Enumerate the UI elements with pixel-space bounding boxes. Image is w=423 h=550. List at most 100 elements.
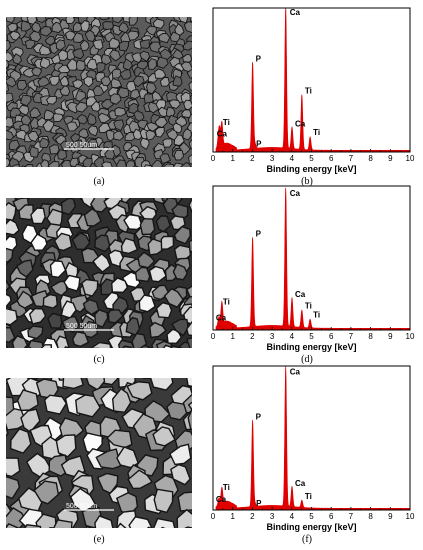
- sem-grain: [152, 426, 176, 447]
- peak-label: Ca: [216, 495, 227, 504]
- sem-grain: [82, 157, 93, 167]
- sem-grain: [43, 394, 68, 415]
- x-tick-label: 10: [406, 332, 415, 341]
- sem-grain: [48, 75, 60, 86]
- sem-grain: [6, 116, 15, 128]
- panel-label-d: (d): [301, 354, 313, 365]
- sem-grain: [173, 134, 185, 147]
- sem-grain: [139, 39, 150, 49]
- x-tick-label: 6: [329, 154, 334, 163]
- sem-grain: [6, 407, 28, 431]
- sem-grain: [126, 381, 153, 401]
- sem-grain: [171, 318, 189, 337]
- sem-grain: [182, 393, 192, 414]
- sem-grain: [149, 321, 167, 339]
- sem-grain: [168, 99, 181, 109]
- sem-grain: [132, 75, 145, 88]
- scale-bar-label: 500 50um: [66, 503, 97, 510]
- x-tick-label: 3: [270, 154, 275, 163]
- sem-grain: [154, 126, 165, 138]
- sem-grain: [169, 215, 186, 231]
- sem-grain: [92, 39, 104, 50]
- peak-label: P: [256, 140, 262, 149]
- sem-grain: [101, 161, 113, 167]
- sem-grain: [66, 58, 79, 71]
- x-tick-label: 9: [388, 154, 393, 163]
- sem-grain: [10, 163, 20, 167]
- edx-spectrum-f: 0 1 2 3 4 5 6 7 8 9 10 Binding energy [keV] Ca Ti P P Ca…: [196, 362, 418, 532]
- sem-grain: [6, 307, 18, 326]
- edx-spectrum-b: 0 1 2 3 4 5 6 7 8 9 10 Binding energy [keV] Ca Ti P P Ca…: [196, 4, 418, 174]
- sem-grain: [48, 144, 60, 155]
- sem-grain: [116, 522, 127, 528]
- sem-grain: [111, 68, 123, 79]
- sem-grain: [118, 40, 129, 52]
- sem-grain: [143, 93, 154, 104]
- sem-grain: [75, 101, 88, 113]
- sem-grain: [73, 32, 84, 43]
- sem-grain: [111, 387, 132, 414]
- sem-grain: [109, 93, 122, 105]
- sem-grain: [188, 138, 192, 149]
- sem-grain: [109, 49, 121, 62]
- sem-grain: [153, 488, 174, 514]
- sem-grain: [63, 274, 81, 292]
- sem-grain: [173, 244, 192, 261]
- sem-grain: [9, 428, 32, 454]
- sem-micrograph: 500 50um: [6, 17, 192, 167]
- sem-grain: [96, 62, 106, 74]
- sem-grain: [159, 76, 171, 87]
- sem-grain: [186, 378, 192, 388]
- peak-label: Ti: [223, 297, 230, 306]
- sem-grain: [181, 109, 192, 119]
- sem-grain: [73, 139, 84, 152]
- sem-grain: [20, 165, 27, 167]
- sem-grain: [15, 129, 28, 141]
- sem-grain: [155, 301, 173, 319]
- peak-label: Ca: [216, 313, 227, 322]
- sem-grain: [35, 17, 47, 23]
- x-tick-label: 4: [290, 332, 295, 341]
- sem-grain: [16, 80, 28, 91]
- panel-label-c: (c): [93, 354, 105, 365]
- x-tick-label: 7: [349, 332, 354, 341]
- sem-grain: [146, 82, 157, 95]
- sem-grain: [188, 154, 192, 165]
- x-tick-label: 6: [329, 512, 334, 521]
- sem-grain: [94, 308, 109, 328]
- sem-grain: [25, 345, 32, 348]
- sem-grain: [86, 58, 99, 70]
- sem-grain: [15, 259, 34, 278]
- sem-grain: [40, 159, 50, 167]
- sem-grain: [105, 129, 116, 142]
- sem-grain: [47, 312, 63, 329]
- sem-grain: [123, 213, 143, 231]
- sem-grain: [125, 160, 136, 167]
- sem-grain: [85, 525, 93, 528]
- sem-grain: [6, 129, 15, 141]
- peak-label: Ti: [305, 492, 312, 501]
- sem-grain: [55, 335, 70, 348]
- sem-grain: [127, 469, 154, 490]
- sem-grain: [27, 325, 44, 340]
- x-tick-label: 1: [230, 154, 235, 163]
- sem-grain: [83, 76, 94, 88]
- sem-grain: [40, 344, 53, 348]
- sem-grain: [146, 526, 153, 528]
- sem-grain: [182, 128, 192, 141]
- sem-grain: [20, 20, 32, 32]
- sem-grain: [95, 448, 122, 470]
- peak-label: Ca: [217, 130, 228, 139]
- sem-grain: [24, 524, 42, 528]
- sem-grain: [119, 69, 132, 80]
- peak-label: Ca: [290, 189, 301, 198]
- x-tick-label: 4: [290, 154, 295, 163]
- sem-grain: [169, 443, 192, 466]
- sem-grain: [94, 234, 111, 253]
- sem-grain: [24, 164, 34, 167]
- x-tick-label: 5: [309, 154, 314, 163]
- peak-label: P: [256, 55, 262, 64]
- x-tick-label: 4: [290, 512, 295, 521]
- spectrum-area: [215, 366, 411, 511]
- sem-grain: [113, 119, 124, 132]
